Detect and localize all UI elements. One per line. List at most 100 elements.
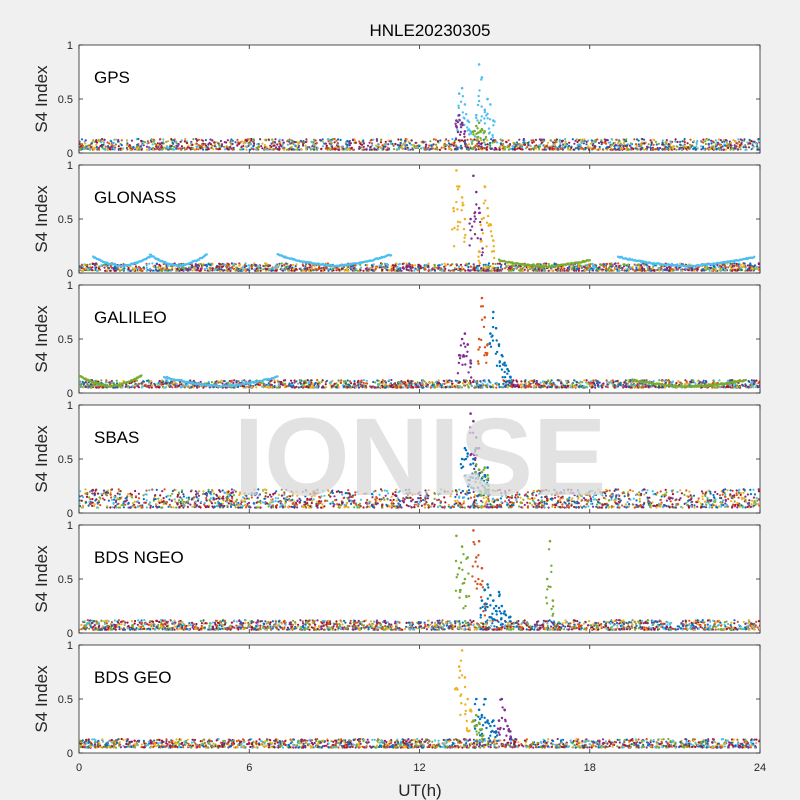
data-point — [220, 143, 224, 146]
data-point — [229, 268, 232, 271]
data-point — [362, 269, 365, 272]
data-point — [318, 265, 321, 268]
data-point — [258, 146, 261, 149]
data-point — [95, 269, 98, 272]
event-point — [460, 86, 464, 90]
data-point — [617, 266, 620, 269]
data-point — [272, 141, 275, 144]
event-point — [470, 142, 474, 145]
data-point — [80, 266, 83, 270]
data-point — [252, 145, 255, 148]
data-point — [610, 265, 613, 268]
data-point — [378, 266, 381, 269]
event-point — [481, 232, 485, 235]
data-point — [588, 148, 591, 151]
data-point — [392, 266, 395, 269]
data-point — [584, 264, 587, 267]
data-point — [661, 139, 664, 142]
data-point — [425, 143, 428, 146]
data-point — [323, 142, 326, 145]
data-point — [626, 264, 630, 267]
data-point — [719, 139, 722, 142]
data-point — [561, 148, 565, 151]
data-point — [156, 269, 159, 272]
data-point — [145, 262, 148, 265]
data-point — [729, 265, 732, 268]
data-point — [251, 264, 254, 267]
data-point — [414, 141, 417, 144]
data-point — [299, 139, 302, 142]
data-point — [463, 139, 467, 142]
data-point — [196, 263, 200, 267]
data-point — [433, 268, 436, 271]
data-point — [164, 147, 167, 150]
data-point — [298, 148, 301, 151]
data-point — [474, 144, 477, 147]
data-point — [234, 141, 237, 144]
data-point — [567, 268, 570, 272]
data-point — [740, 268, 743, 271]
data-point — [317, 267, 320, 271]
data-point — [79, 268, 81, 271]
data-point — [731, 269, 734, 272]
data-point — [139, 268, 142, 272]
event-point — [463, 123, 466, 127]
data-point — [230, 147, 233, 150]
data-point — [155, 262, 158, 265]
data-point — [704, 140, 707, 143]
data-point — [312, 141, 315, 144]
data-point — [241, 140, 244, 143]
data-point — [661, 141, 664, 144]
data-point — [668, 148, 671, 151]
data-point — [743, 144, 746, 147]
data-point — [563, 269, 566, 272]
data-point — [757, 137, 760, 141]
data-point — [447, 147, 451, 151]
data-point — [347, 269, 350, 272]
data-point — [359, 266, 363, 269]
data-point — [683, 140, 686, 143]
data-point — [712, 147, 716, 150]
data-point — [378, 264, 381, 267]
event-point — [476, 237, 479, 240]
event-point — [459, 221, 462, 224]
data-point — [543, 146, 546, 149]
event-point — [489, 230, 493, 233]
data-point — [114, 143, 117, 146]
data-point — [155, 148, 158, 151]
data-point — [236, 138, 239, 141]
data-point — [742, 263, 745, 266]
data-point — [597, 141, 601, 145]
data-point — [493, 148, 496, 151]
data-point — [265, 262, 268, 265]
data-point — [293, 267, 296, 270]
data-point — [570, 146, 573, 149]
event-point — [470, 225, 474, 228]
data-point — [89, 146, 93, 149]
data-point — [521, 269, 524, 272]
data-point — [703, 148, 706, 151]
data-point — [555, 138, 559, 141]
data-point — [509, 269, 513, 272]
data-point — [634, 143, 638, 146]
data-point — [182, 267, 186, 270]
data-point — [622, 145, 625, 148]
data-point — [248, 269, 251, 272]
event-point — [473, 220, 476, 223]
data-point — [684, 379, 687, 382]
data-point — [559, 266, 562, 269]
event-point — [458, 133, 462, 136]
data-point — [146, 140, 149, 143]
data-point — [303, 267, 306, 270]
data-point — [670, 269, 673, 272]
data-point — [341, 267, 344, 270]
data-point — [90, 142, 93, 145]
data-point — [427, 264, 430, 267]
data-point — [278, 138, 281, 141]
data-point — [383, 386, 387, 389]
y-tick-label: 0 — [67, 148, 73, 160]
data-point — [88, 146, 91, 149]
data-point — [724, 269, 728, 272]
